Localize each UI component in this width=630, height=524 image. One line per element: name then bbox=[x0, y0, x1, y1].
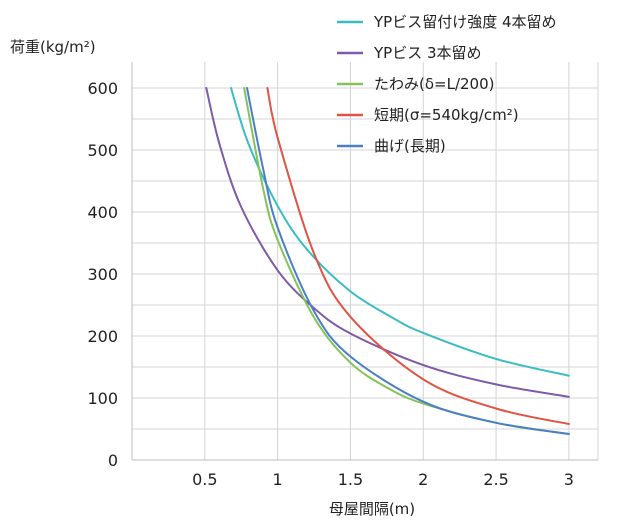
x-tick-label: 0.5 bbox=[192, 470, 217, 489]
x-tick-label: 1 bbox=[273, 470, 283, 489]
axes bbox=[131, 62, 598, 461]
y-tick-label: 600 bbox=[87, 79, 118, 98]
y-tick-label: 500 bbox=[87, 141, 118, 160]
y-tick-label: 300 bbox=[87, 265, 118, 284]
y-tick-label: 100 bbox=[87, 389, 118, 408]
legend-label: YPビス留付け強度 4本留め bbox=[373, 13, 557, 31]
series-line-1 bbox=[230, 87, 570, 377]
legend-label: YPビス 3本留め bbox=[373, 44, 482, 62]
x-tick-label: 2.5 bbox=[483, 470, 508, 489]
y-tick-labels: 0 100 200 300 400 500 600 bbox=[87, 79, 118, 470]
series-line-5 bbox=[246, 87, 570, 435]
legend-item: 曲げ(長期) bbox=[337, 137, 446, 155]
y-axis-title: 荷重(kg/m²) bbox=[10, 38, 96, 56]
legend-item: YPビス留付け強度 4本留め bbox=[337, 13, 557, 31]
legend-label: たわみ(δ=L/200) bbox=[374, 75, 495, 93]
grid bbox=[132, 62, 599, 460]
legend-label: 曲げ(長期) bbox=[374, 137, 446, 155]
legend-item: たわみ(δ=L/200) bbox=[337, 75, 495, 93]
series-line-4 bbox=[266, 87, 570, 425]
y-tick-label: 400 bbox=[87, 203, 118, 222]
x-tick-label: 3 bbox=[564, 470, 574, 489]
y-tick-label: 0 bbox=[108, 451, 118, 470]
legend-label: 短期(σ=540kg/cm²) bbox=[374, 106, 519, 124]
x-tick-labels: 0.5 1 1.5 2 2.5 3 bbox=[192, 470, 574, 489]
legend-item: YPビス 3本留め bbox=[337, 44, 482, 62]
x-tick-label: 2 bbox=[418, 470, 428, 489]
legend-item: 短期(σ=540kg/cm²) bbox=[337, 106, 519, 124]
series-lines bbox=[205, 87, 570, 435]
series-line-2 bbox=[205, 87, 570, 398]
y-tick-label: 200 bbox=[87, 327, 118, 346]
x-axis-title: 母屋間隔(m) bbox=[329, 500, 415, 518]
x-tick-label: 1.5 bbox=[338, 470, 363, 489]
